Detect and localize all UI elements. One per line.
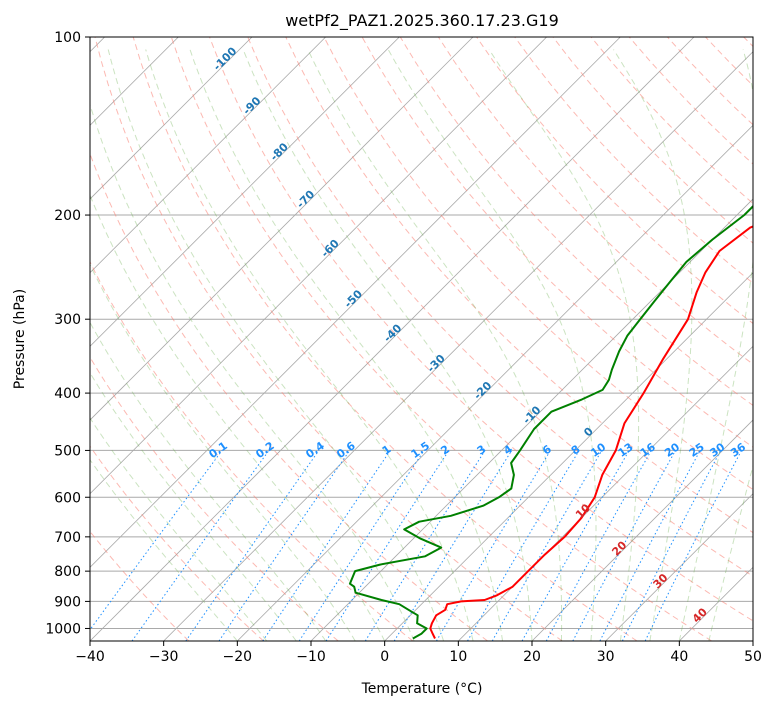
y-tick-label: 900	[54, 594, 81, 610]
mixing-ratio-line	[131, 450, 270, 641]
y-tick-label: 700	[54, 530, 81, 546]
x-tick-label: 0	[380, 649, 389, 665]
y-axis-label: Pressure (hPa)	[12, 289, 28, 389]
x-tick-label: −10	[296, 649, 326, 665]
mixing-ratio-line	[185, 450, 320, 641]
isotherm-line	[458, 345, 753, 641]
isotherm-line	[237, 124, 753, 641]
x-axis-ticks: −40 −30 −20 −10 0 10 20 30 40 50	[75, 641, 762, 665]
isotherm-grid	[90, 37, 753, 641]
moist-adiabat-line	[90, 102, 415, 641]
mixing-ratio-line	[218, 450, 351, 641]
x-tick-label: 20	[523, 649, 541, 665]
sounding-profiles	[348, 204, 753, 640]
mixing-ratio-line	[298, 450, 425, 641]
dry-adiabat-line	[247, 37, 753, 577]
mixing-ratio-line	[262, 450, 391, 641]
dry-adiabat-line	[285, 37, 753, 534]
moist-adiabat-line	[145, 49, 474, 641]
dry-adiabat-line	[209, 37, 753, 622]
moist-adiabat-line	[613, 49, 693, 641]
plot-frame	[89, 36, 754, 642]
x-axis-label: Temperature (°C)	[361, 681, 483, 697]
moist-adiabat-line	[107, 49, 445, 641]
x-tick-label: 30	[597, 649, 615, 665]
moist-adiabat-line	[90, 458, 238, 641]
dry-adiabat-line	[90, 356, 339, 641]
y-tick-label: 100	[54, 30, 81, 46]
mixing-ratio-line	[393, 450, 513, 641]
isotherm-line	[90, 37, 547, 495]
dry-adiabat-line	[94, 37, 563, 641]
y-tick-label: 500	[54, 443, 81, 459]
dry-adiabat-line	[170, 37, 712, 641]
x-tick-label: 50	[744, 649, 762, 665]
mixing-ratio-line	[572, 450, 676, 641]
moist-adiabat-line	[90, 263, 356, 641]
dry-adiabat-line	[476, 37, 753, 325]
moist-adiabat-line	[708, 463, 753, 641]
isotherm-line	[90, 37, 253, 200]
moist-adiabat-line	[189, 49, 503, 641]
moist-adiabats	[90, 49, 753, 641]
isotherm-line	[163, 51, 753, 641]
moist-adiabat-line	[307, 49, 563, 641]
mixing-ratio-line	[621, 450, 722, 641]
x-tick-label: −40	[75, 649, 105, 665]
mixing-ratio-lines	[90, 450, 742, 641]
isotherm-line	[90, 37, 695, 641]
moist-adiabat-line	[242, 49, 533, 641]
moist-adiabat-line	[90, 321, 327, 641]
mixing-ratio-line	[90, 450, 223, 631]
isotherm-line	[90, 37, 400, 347]
dry-adiabat-line	[323, 37, 753, 491]
isotherm-line	[605, 493, 753, 641]
temperature-profile-line	[429, 225, 753, 639]
x-tick-label: −20	[223, 649, 253, 665]
y-axis-ticks: 1000 900 800 700 600 500 400 300 200 100	[45, 30, 90, 637]
moist-adiabat-line	[678, 49, 753, 641]
chart-title: wetPf2_PAZ1.2025.360.17.23.G19	[285, 11, 559, 31]
isotherm-line	[531, 419, 753, 641]
mixing-ratio-line	[325, 450, 450, 641]
dry-adiabat-line	[90, 445, 264, 641]
dewpoint-profile-line	[348, 204, 753, 640]
dry-adiabats	[90, 37, 753, 641]
isotherm-line	[384, 272, 753, 641]
isotherm-line	[90, 37, 326, 274]
y-tick-label: 200	[54, 208, 81, 224]
mixing-ratio-line	[521, 450, 630, 641]
isotherm-line	[90, 37, 474, 421]
x-tick-label: −30	[149, 649, 179, 665]
moist-adiabat-line	[90, 417, 268, 641]
y-tick-label: 800	[54, 564, 81, 580]
isotherm-line	[90, 37, 621, 568]
y-tick-label: 400	[54, 386, 81, 402]
dry-adiabat-line	[132, 37, 638, 641]
moist-adiabat-line	[488, 49, 640, 641]
mixing-ratio-line	[644, 450, 742, 641]
y-tick-label: 1000	[45, 621, 81, 637]
dry-adiabat-line	[90, 260, 414, 641]
x-tick-label: 40	[670, 649, 688, 665]
moist-adiabat-line	[387, 49, 597, 641]
y-tick-label: 600	[54, 490, 81, 506]
y-tick-label: 300	[54, 312, 81, 328]
moist-adiabat-line	[90, 371, 297, 641]
x-tick-label: 10	[449, 649, 467, 665]
mixing-ratio-line	[545, 450, 652, 641]
dry-adiabat-line	[514, 37, 753, 284]
